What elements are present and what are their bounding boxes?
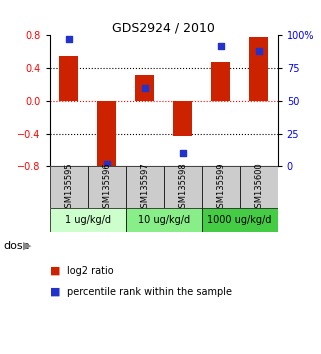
Point: [142, 85, 147, 91]
Point: [180, 150, 185, 156]
Bar: [50, 208, 126, 232]
Bar: [240, 166, 278, 208]
Text: 1 ug/kg/d: 1 ug/kg/d: [65, 215, 111, 225]
Bar: [135, 75, 154, 101]
Text: GSM135595: GSM135595: [64, 162, 73, 213]
Bar: [126, 166, 164, 208]
Text: percentile rank within the sample: percentile rank within the sample: [67, 287, 232, 297]
Text: 10 ug/kg/d: 10 ug/kg/d: [138, 215, 190, 225]
Text: ▶: ▶: [23, 241, 31, 251]
Text: 1000 ug/kg/d: 1000 ug/kg/d: [207, 215, 272, 225]
Bar: [97, 101, 116, 171]
Bar: [59, 56, 78, 101]
Bar: [50, 166, 88, 208]
Text: ■: ■: [50, 287, 60, 297]
Bar: [164, 166, 202, 208]
Text: GSM135597: GSM135597: [140, 162, 149, 213]
Bar: [211, 62, 230, 101]
Text: ■: ■: [50, 266, 60, 276]
Title: GDS2924 / 2010: GDS2924 / 2010: [112, 21, 215, 34]
Point: [218, 43, 223, 49]
Point: [104, 161, 109, 167]
Bar: [126, 208, 202, 232]
Bar: [202, 166, 240, 208]
Point: [256, 48, 261, 54]
Text: dose: dose: [3, 241, 30, 251]
Bar: [249, 37, 268, 101]
Bar: [173, 101, 192, 136]
Point: [66, 36, 71, 42]
Bar: [88, 166, 126, 208]
Text: GSM135600: GSM135600: [254, 162, 263, 213]
Text: GSM135599: GSM135599: [216, 162, 225, 213]
Text: GSM135598: GSM135598: [178, 162, 187, 213]
Text: log2 ratio: log2 ratio: [67, 266, 114, 276]
Text: GSM135596: GSM135596: [102, 162, 111, 213]
Bar: [202, 208, 278, 232]
